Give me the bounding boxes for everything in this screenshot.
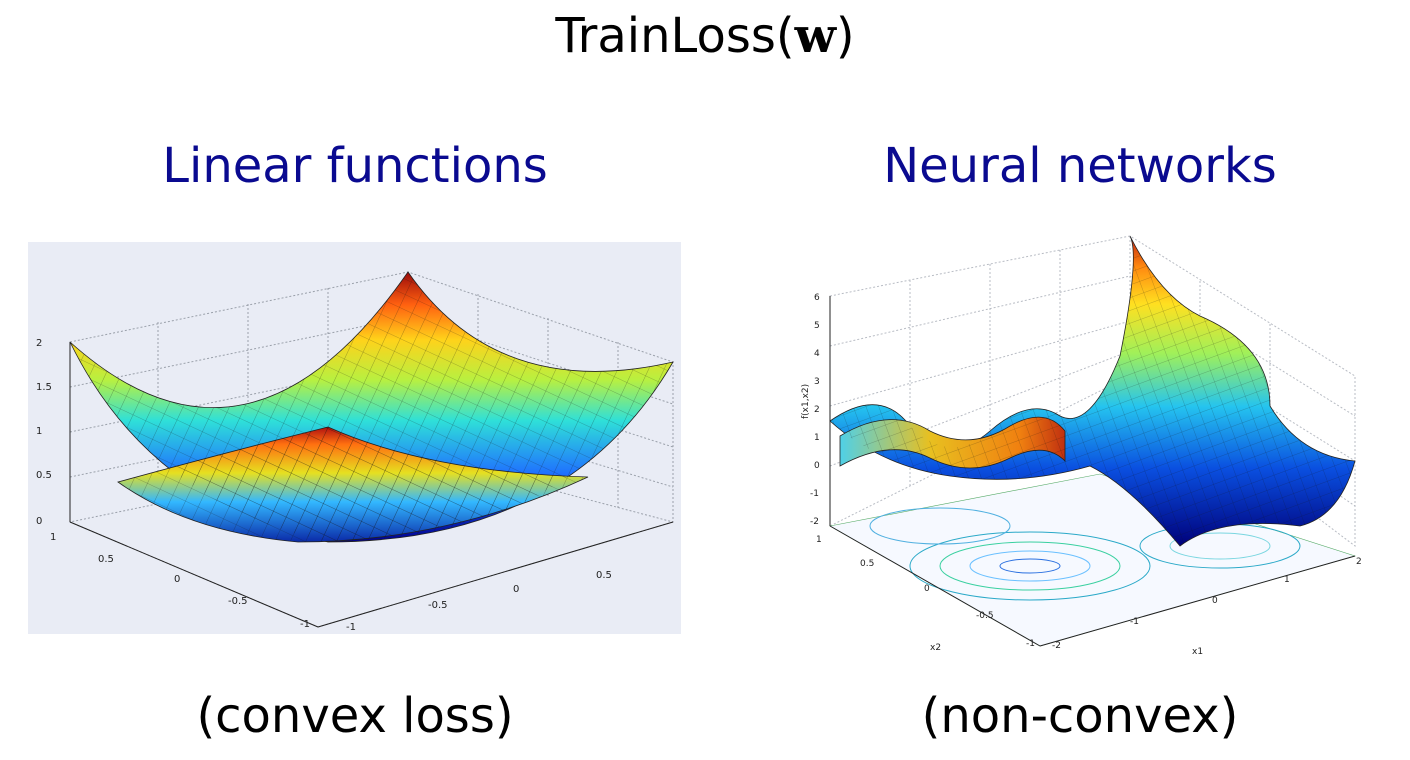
x-tick: 0 (924, 584, 930, 594)
z-tick: 3 (814, 377, 820, 387)
y-tick: -2 (1052, 641, 1061, 651)
x-tick: -0.5 (228, 596, 248, 607)
z-tick: 1 (814, 433, 820, 443)
z-tick: -2 (810, 517, 819, 527)
axes (829, 296, 1356, 647)
y-tick: -1 (346, 622, 356, 633)
neural-networks-heading: Neural networks (883, 138, 1277, 194)
x-tick: 0 (174, 574, 180, 585)
x-tick: 1 (816, 535, 822, 545)
z-tick: 4 (814, 349, 820, 359)
title-paren-open: ( (775, 8, 795, 64)
y-tick: 2 (1356, 557, 1362, 567)
y-axis-label: x1 (1192, 647, 1203, 657)
z-tick: 6 (814, 293, 820, 303)
z-tick: 0 (814, 461, 820, 471)
z-tick: 2 (814, 405, 820, 415)
title-function-name: TrainLoss (555, 8, 776, 64)
x-tick: -0.5 (976, 611, 994, 621)
y-tick: 1 (1284, 575, 1290, 585)
convex-loss-caption: (convex loss) (196, 688, 514, 744)
non-convex-surface-svg: 6 5 4 3 2 1 0 -1 -2 1 0.5 0 -0.5 -1 -2 -… (801, 235, 1362, 657)
z-tick: 0 (36, 516, 42, 527)
x-tick: -1 (1026, 639, 1035, 649)
x-tick: -1 (300, 619, 310, 630)
z-tick: 2 (36, 338, 42, 349)
convex-loss-plot: 2 1.5 1 0.5 0 1 0.5 0 -0.5 -1 -1 -0.5 0 … (28, 242, 681, 634)
non-convex-loss-plot: 6 5 4 3 2 1 0 -1 -2 1 0.5 0 -0.5 -1 -2 -… (800, 226, 1380, 666)
linear-functions-heading: Linear functions (162, 138, 548, 194)
y-tick: -0.5 (428, 600, 448, 611)
y-tick: -1 (1130, 617, 1139, 627)
non-convex-caption: (non-convex) (921, 688, 1239, 744)
y-tick: 0 (513, 584, 519, 595)
z-tick: 0.5 (36, 470, 52, 481)
z-axis-label: f(x1,x2) (801, 384, 811, 419)
bowl-front-mesh (118, 427, 588, 542)
y-tick: 0.5 (596, 570, 612, 581)
page-title: TrainLoss(w) (0, 8, 1410, 64)
axes (69, 342, 674, 628)
surface-mesh (830, 236, 1355, 546)
x-tick: 0.5 (98, 554, 114, 565)
z-tick: 1.5 (36, 382, 52, 393)
z-tick: 5 (814, 321, 820, 331)
x-tick: 1 (50, 532, 56, 543)
x-axis-label: x2 (930, 643, 941, 653)
x-tick: 0.5 (860, 559, 874, 569)
title-paren-close: ) (835, 8, 855, 64)
z-tick: -1 (810, 489, 819, 499)
y-tick: 0 (1212, 596, 1218, 606)
convex-surface-svg: 2 1.5 1 0.5 0 1 0.5 0 -0.5 -1 -1 -0.5 0 … (28, 242, 681, 634)
title-variable: w (794, 8, 836, 64)
z-tick: 1 (36, 426, 42, 437)
